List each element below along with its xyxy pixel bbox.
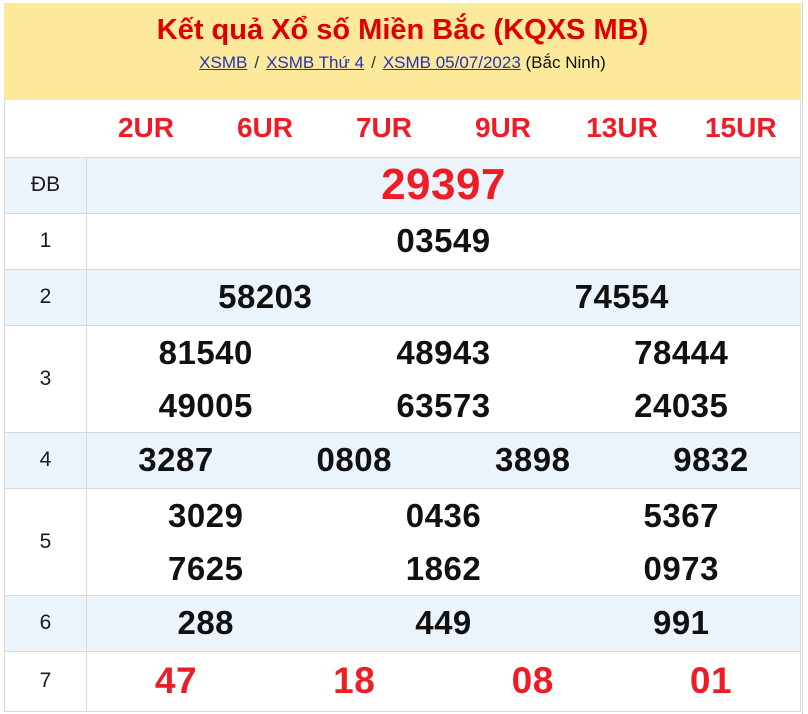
prize-row: 2 58203 74554 — [4, 269, 801, 325]
breadcrumb: XSMB / XSMB Thứ 4 / XSMB 05/07/2023 (Bắc Nin… — [4, 53, 801, 73]
prize-value-line: 1862 — [405, 549, 482, 587]
prize-value: 18 — [333, 660, 376, 701]
column-header: 15UR — [681, 100, 801, 157]
prize-row: 5 3029 7625 0436 1862 5367 0973 — [4, 488, 801, 595]
prize-value: 991 — [652, 604, 710, 641]
column-header: 6UR — [205, 100, 325, 157]
row-label: 3 — [4, 325, 87, 432]
prize-value-line: 48943 — [396, 333, 491, 371]
prize-value: 0808 — [316, 441, 392, 478]
prize-row: ĐB 29397 — [4, 157, 801, 213]
prize-value-line: 0436 — [405, 496, 482, 534]
prize-value: 78444 24035 — [563, 325, 801, 432]
column-header: 9UR — [443, 100, 563, 157]
prize-value: 9832 — [673, 441, 749, 478]
breadcrumb-link[interactable]: XSMB 05/07/2023 — [382, 53, 521, 72]
prize-value-line: 7625 — [168, 549, 244, 587]
prize-row: 1 03549 — [4, 213, 801, 269]
prize-row: 4 3287 0808 3898 9832 — [4, 432, 801, 488]
row-label: 7 — [4, 651, 87, 711]
prize-value-line: 63573 — [396, 386, 491, 424]
prize-value: 29397 — [381, 160, 506, 209]
prize-value: 3029 7625 — [87, 488, 325, 595]
prize-value-line: 5367 — [643, 496, 719, 534]
prize-value: 01 — [689, 660, 733, 701]
page-container: Kết quả Xổ số Miền Bắc (KQXS MB) XSMB / XS… — [4, 3, 801, 712]
prize-row: 6 288 449 991 — [4, 595, 801, 651]
breadcrumb-separator: / — [254, 53, 260, 72]
prize-value: 0436 1862 — [325, 488, 563, 595]
lottery-results-table: 2UR 6UR 7UR 9UR 13UR 15UR ĐB 29397 1 03549 2 58203… — [4, 100, 801, 712]
page-header: Kết quả Xổ số Miền Bắc (KQXS MB) XSMB / XS… — [4, 3, 801, 100]
prize-row: 3 81540 49005 48943 63573 78444 24035 — [4, 325, 801, 432]
prize-value-line: 49005 — [158, 386, 253, 424]
row-label: 4 — [4, 432, 87, 488]
results-body: ĐB 29397 1 03549 2 58203 74554 3 81540 49005 48943… — [4, 157, 801, 711]
prize-value: 48943 63573 — [325, 325, 563, 432]
prize-value-line: 3029 — [168, 496, 244, 534]
column-header: 2UR — [86, 100, 206, 157]
column-header: 7UR — [324, 100, 444, 157]
prize-value-line: 78444 — [634, 333, 729, 371]
breadcrumb-location: (Bắc Ninh) — [520, 53, 606, 72]
column-header-row: 2UR 6UR 7UR 9UR 13UR 15UR — [4, 100, 801, 157]
page-title: Kết quả Xổ số Miền Bắc (KQXS MB) — [156, 14, 649, 46]
prize-value: 5367 0973 — [563, 488, 801, 595]
row-label: 6 — [4, 595, 87, 651]
row-label: 5 — [4, 488, 87, 595]
prize-value: 81540 49005 — [87, 325, 325, 432]
prize-value: 288 — [177, 604, 235, 641]
prize-row: 7 47 18 08 01 — [4, 651, 801, 711]
row-label: 2 — [4, 269, 87, 325]
prize-value: 3287 — [138, 441, 214, 478]
prize-value: 449 — [415, 604, 472, 641]
breadcrumb-link[interactable]: XSMB Thứ 4 — [266, 53, 365, 72]
prize-value: 58203 — [218, 278, 313, 315]
prize-value-line: 81540 — [158, 333, 253, 371]
prize-value: 74554 — [574, 278, 669, 315]
prize-value: 03549 — [396, 222, 491, 259]
page-right-divider — [802, 3, 803, 714]
column-header: 13UR — [562, 100, 682, 157]
row-label: 1 — [4, 213, 87, 269]
prize-value: 3898 — [495, 441, 571, 478]
prize-value-line: 0973 — [643, 549, 719, 587]
prize-value-line: 24035 — [634, 386, 729, 424]
breadcrumb-link[interactable]: XSMB — [199, 53, 248, 72]
row-label: ĐB — [4, 157, 87, 213]
prize-value: 47 — [154, 660, 198, 701]
prize-value: 08 — [511, 660, 554, 701]
breadcrumb-separator: / — [371, 53, 376, 72]
